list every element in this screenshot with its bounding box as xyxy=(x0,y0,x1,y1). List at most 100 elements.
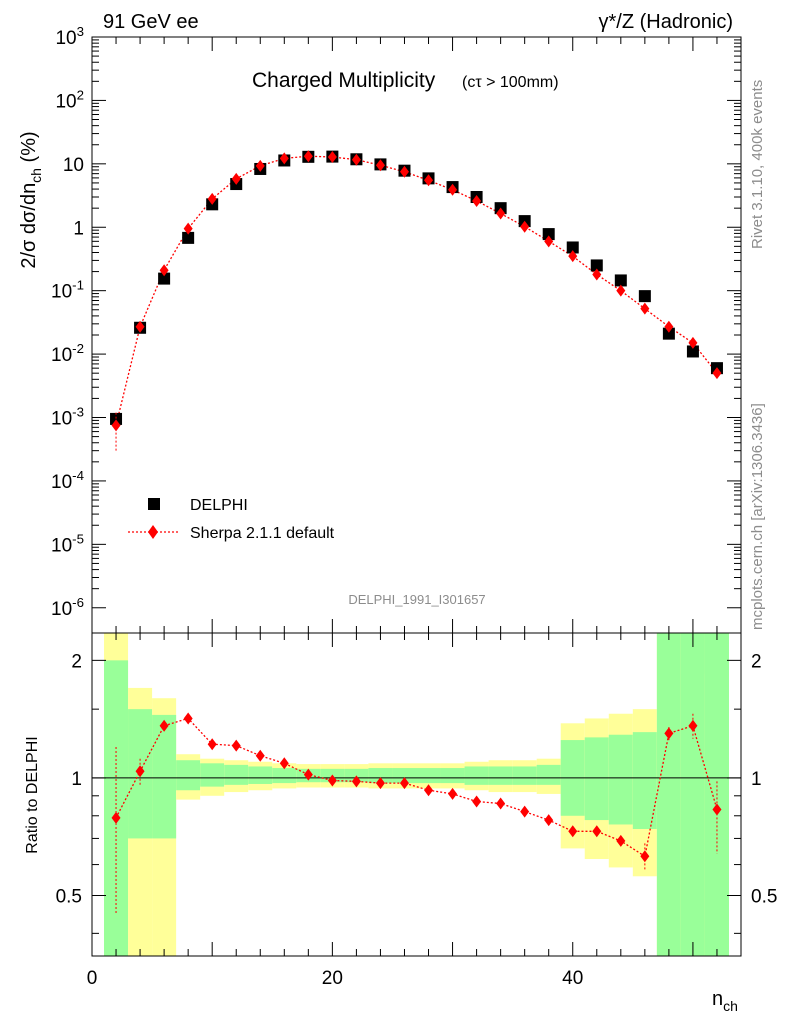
sherpa-point xyxy=(255,159,265,172)
legend-label-delphi: DELPHI xyxy=(190,497,248,514)
ratio-sherpa-point xyxy=(544,814,554,827)
ratio-x-tick-label: 40 xyxy=(562,968,583,989)
ratio-y-tick-label-right: 2 xyxy=(751,651,762,672)
sherpa-point xyxy=(544,235,554,248)
ratio-sherpa-point xyxy=(568,825,578,838)
main-y-tick-label: 1 xyxy=(73,218,84,239)
ratio-inner-band xyxy=(200,763,225,787)
sherpa-point xyxy=(159,264,169,277)
ratio-y-tick-label: 1 xyxy=(71,769,82,790)
ratio-x-ticks: 0 20 40 xyxy=(87,633,742,989)
ratio-inner-band xyxy=(392,768,417,784)
legend-label-sherpa: Sherpa 2.1.1 default xyxy=(190,525,335,542)
main-ylabel: 2/σ dσ/dnch (%) xyxy=(18,131,44,268)
sherpa-point xyxy=(568,250,578,263)
main-y-tick-label: 10-5 xyxy=(51,531,84,556)
ratio-inner-band xyxy=(440,768,465,784)
delphi-point xyxy=(566,241,579,254)
ratio-inner-band xyxy=(584,737,609,821)
delphi-point xyxy=(182,231,195,244)
ratio-inner-band xyxy=(680,633,705,956)
delphi-point xyxy=(158,272,171,285)
ratio-inner-band xyxy=(248,766,273,784)
ratio-inner-band xyxy=(488,766,513,785)
ratio-sherpa-point xyxy=(448,787,458,800)
mcplots-label: mcplots.cern.ch [arXiv:1306.3436] xyxy=(749,403,766,630)
sherpa-point xyxy=(712,367,722,380)
sherpa-point xyxy=(231,172,241,185)
main-x-ticks xyxy=(91,37,742,633)
header-left-label: 91 GeV ee xyxy=(103,11,199,33)
ratio-inner-band xyxy=(512,766,537,785)
ratio-sherpa-point xyxy=(496,797,506,810)
main-subtitle: (cτ > 100mm) xyxy=(462,74,559,91)
sherpa-point xyxy=(592,268,602,281)
ratio-sherpa-point xyxy=(399,777,409,790)
sherpa-point xyxy=(640,302,650,315)
delphi-point xyxy=(110,412,123,425)
ratio-sherpa-point xyxy=(375,777,385,790)
legend-marker-delphi xyxy=(148,498,160,510)
main-y-tick-label: 10-6 xyxy=(51,595,84,620)
ratio-xlabel: nch xyxy=(712,988,738,1014)
ratio-ylabel: Ratio to DELPHI xyxy=(24,736,41,853)
ratio-inner-band xyxy=(536,764,561,785)
main-plot-area xyxy=(110,150,723,451)
ratio-inner-band xyxy=(464,766,489,785)
ratio-sherpa-point xyxy=(327,774,337,787)
watermark-label: DELPHI_1991_I301657 xyxy=(348,592,485,607)
sherpa-point xyxy=(327,151,337,164)
ratio-y-tick-label-right: 0.5 xyxy=(751,887,777,908)
legend: DELPHI Sherpa 2.1.1 default xyxy=(128,497,335,542)
rivet-version-label: Rivet 3.1.10, 400k events xyxy=(749,80,766,249)
main-y-tick-label: 10-3 xyxy=(51,405,84,430)
ratio-sherpa-point xyxy=(616,834,626,847)
delphi-point xyxy=(542,228,555,241)
sherpa-point xyxy=(688,336,698,349)
delphi-point xyxy=(590,259,603,272)
delphi-point xyxy=(614,274,627,287)
ratio-y-ticks: 0.5 0.5 1 1 2 2 xyxy=(56,651,777,934)
ratio-y-tick-label: 2 xyxy=(71,651,82,672)
ratio-sherpa-point xyxy=(183,712,193,725)
main-title: Charged Multiplicity xyxy=(252,69,436,92)
sherpa-point xyxy=(207,192,217,205)
ratio-sherpa-point xyxy=(640,850,650,863)
ratio-inner-band xyxy=(416,768,441,784)
ratio-panel: 0.5 0.5 1 1 2 2 0 20 40 Ratio to DELPHI nch xyxy=(24,632,777,1014)
sherpa-point xyxy=(279,152,289,165)
ratio-sherpa-point xyxy=(207,738,217,751)
legend-marker-sherpa xyxy=(148,525,158,539)
ratio-inner-band xyxy=(368,768,393,784)
main-y-tick-label: 103 xyxy=(55,24,84,49)
sherpa-point xyxy=(183,222,193,235)
ratio-uncertainty-bands xyxy=(104,633,729,956)
main-y-tick-label: 102 xyxy=(55,87,84,112)
main-y-ticks: 10-6 10-5 10-4 10-3 10-2 10-1 1 10 102 103 xyxy=(51,24,741,620)
ratio-sherpa-point xyxy=(159,719,169,732)
ratio-x-tick-label: 20 xyxy=(322,968,343,989)
sherpa-point xyxy=(399,165,409,178)
ratio-x-tick-label: 0 xyxy=(87,968,98,989)
ratio-y-tick-label-right: 1 xyxy=(751,769,762,790)
ratio-sherpa-point xyxy=(712,803,722,816)
sherpa-point xyxy=(303,150,313,163)
ratio-sherpa-point xyxy=(279,757,289,770)
delphi-point xyxy=(686,345,699,358)
main-panel: 10-6 10-5 10-4 10-3 10-2 10-1 1 10 102 103 Charge… xyxy=(18,24,742,634)
ratio-y-tick-label: 0.5 xyxy=(56,887,82,908)
sherpa-point xyxy=(448,183,458,196)
sherpa-point xyxy=(135,320,145,333)
main-y-tick-label: 10 xyxy=(63,155,84,176)
sherpa-point xyxy=(375,159,385,172)
main-panel-frame xyxy=(91,36,742,634)
main-y-tick-label: 10-1 xyxy=(51,278,84,303)
ratio-sherpa-point xyxy=(520,805,530,818)
ratio-sherpa-point xyxy=(688,719,698,732)
ratio-sherpa-point xyxy=(664,727,674,740)
ratio-sherpa-point xyxy=(255,749,265,762)
ratio-sherpa-point xyxy=(351,775,361,788)
ratio-sherpa-point xyxy=(424,784,434,797)
sherpa-point xyxy=(496,207,506,220)
